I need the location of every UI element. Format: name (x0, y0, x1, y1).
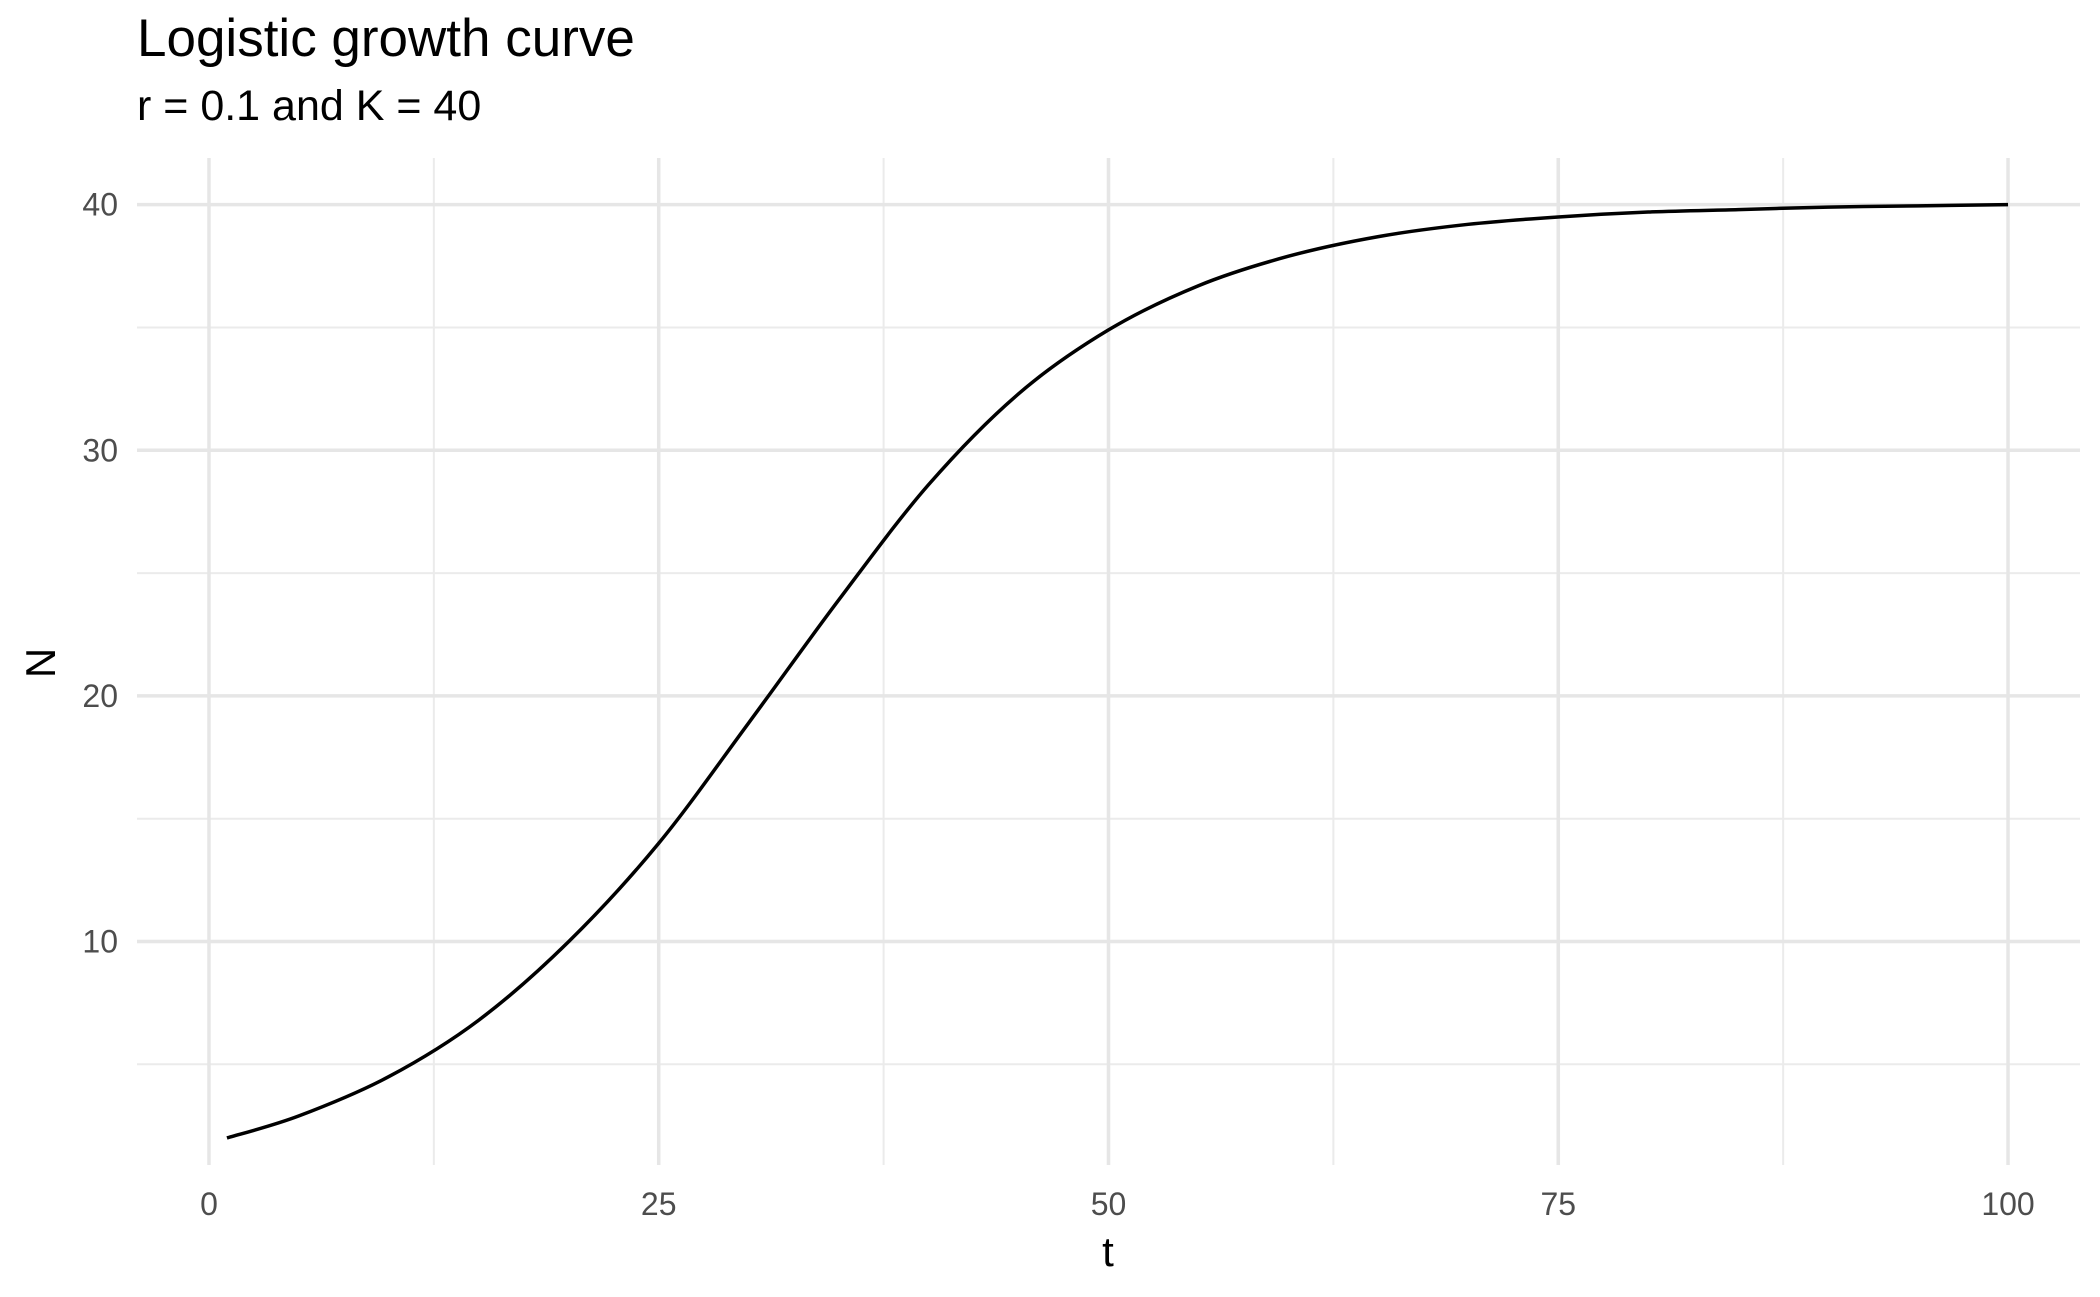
y-tick-label: 20 (82, 678, 118, 714)
x-tick-label: 0 (200, 1186, 218, 1222)
y-tick-label: 40 (82, 187, 118, 223)
logistic-curve-line (226, 202, 2009, 1140)
y-axis-ticks: 10 20 30 40 (82, 187, 118, 960)
x-tick-label: 75 (1540, 1186, 1576, 1222)
x-axis-ticks: 0 25 50 75 100 (200, 1186, 2035, 1222)
y-tick-label: 10 (82, 923, 118, 959)
x-axis-title: t (1102, 1228, 1114, 1275)
x-tick-label: 50 (1091, 1186, 1127, 1222)
major-gridlines (137, 158, 2080, 1165)
series-group (226, 202, 2009, 1140)
x-tick-label: 25 (641, 1186, 677, 1222)
y-tick-label: 30 (82, 432, 118, 468)
chart-subtitle: r = 0.1 and K = 40 (137, 82, 482, 130)
chart-title: Logistic growth curve (137, 9, 635, 68)
x-tick-label: 100 (1981, 1186, 2034, 1222)
y-axis-title: N (17, 648, 64, 678)
